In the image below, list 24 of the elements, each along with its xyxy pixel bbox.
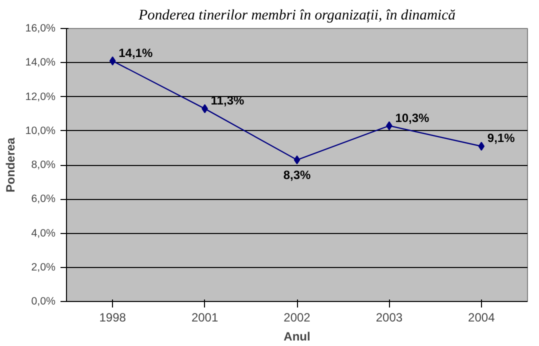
y-tick-label: 10,0%	[25, 124, 56, 137]
data-label: 10,3%	[395, 110, 430, 125]
point	[109, 56, 116, 66]
y-tick-label: 8,0%	[31, 159, 56, 171]
y-tick-label: 0,0%	[31, 296, 56, 308]
x-tick-label: 2004	[468, 310, 496, 324]
x-tick-label: 2002	[284, 310, 311, 324]
x-tick-label: 2001	[191, 310, 218, 324]
y-tick-label: 12,0%	[25, 90, 56, 103]
y-axis-title: Ponderea	[3, 137, 18, 192]
x-tick-label: 1998	[99, 310, 126, 324]
y-tick-label: 4,0%	[31, 227, 56, 240]
data-label: 8,3%	[283, 168, 312, 182]
x-axis-title: Anul	[284, 330, 310, 344]
y-tick-label: 14,0%	[25, 56, 56, 69]
y-tick-label: 16,0%	[25, 22, 56, 34]
point	[294, 155, 300, 164]
data-label: 9,1%	[487, 131, 516, 146]
y-tick-label: 2,0%	[31, 261, 56, 274]
x-tick-label: 2003	[376, 310, 403, 324]
y-tick-label: 6,0%	[31, 193, 56, 206]
point	[478, 142, 485, 151]
chart-title: Ponderea tinerilor membri în organizații, în dinamică	[138, 8, 456, 24]
data-label: 14,1%	[118, 46, 153, 60]
